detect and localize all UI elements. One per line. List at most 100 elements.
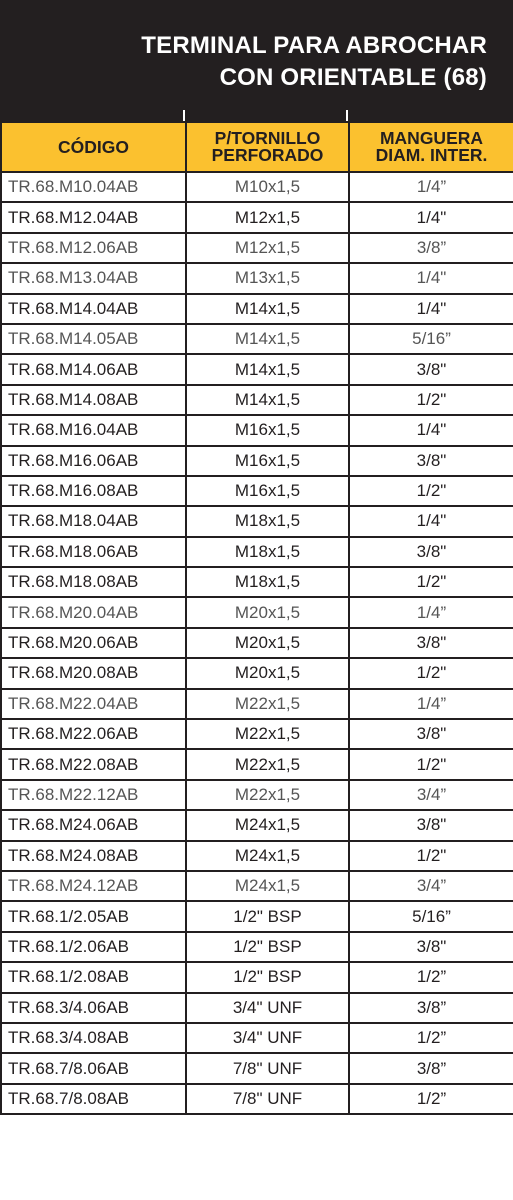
table-row: TR.68.3/4.06AB 3/4" UNF 3/8” — [0, 992, 513, 1024]
hose-diameter-cell: 3/4” — [349, 870, 513, 903]
hose-diameter-cell: 3/4” — [349, 779, 513, 812]
header-divider-band — [0, 110, 513, 121]
hose-diameter-cell: 1/2” — [349, 1022, 513, 1055]
table-body: TR.68.M10.04AB M10x1,5 1/4” TR.68.M12.04AB M… — [0, 172, 513, 1116]
table-row: TR.68.M16.06AB M16x1,5 3/8" — [0, 445, 513, 477]
column-header-code-label: CÓDIGO — [58, 136, 129, 157]
table-row: TR.68.M14.04AB M14x1,5 1/4" — [0, 293, 513, 325]
screw-size-cell: M12x1,5 — [186, 232, 350, 265]
table-row: TR.68.M16.08AB M16x1,5 1/2" — [0, 475, 513, 508]
screw-size-cell: M24x1,5 — [186, 870, 350, 903]
table-row: TR.68.M22.04AB M22x1,5 1/4” — [0, 688, 513, 721]
screw-size-cell: 3/4" UNF — [186, 1022, 350, 1055]
column-header-code: CÓDIGO — [0, 121, 187, 173]
hose-diameter-cell: 1/4” — [349, 688, 513, 721]
screw-size-cell: 7/8" UNF — [186, 1083, 350, 1116]
title-line-1: TERMINAL PARA ABROCHAR — [141, 32, 487, 59]
table-row: TR.68.1/2.08AB 1/2" BSP 1/2” — [0, 962, 513, 994]
table-row: TR.68.M12.06AB M12x1,5 3/8” — [0, 232, 513, 265]
screw-size-cell: M18x1,5 — [186, 506, 350, 538]
table-row: TR.68.M20.04AB M20x1,5 1/4” — [0, 597, 513, 629]
title-banner: TERMINAL PARA ABROCHAR CON ORIENTABLE (6… — [0, 0, 513, 110]
table-row: TR.68.M18.06AB M18x1,5 3/8" — [0, 536, 513, 569]
hose-diameter-cell: 5/16” — [349, 901, 513, 933]
hose-diameter-cell: 3/8" — [349, 931, 513, 964]
table-row: TR.68.M18.04AB M18x1,5 1/4" — [0, 506, 513, 538]
screw-size-cell: M16x1,5 — [186, 475, 350, 508]
table-row: TR.68.M12.04AB M12x1,5 1/4" — [0, 202, 513, 234]
product-code-cell: TR.68.M22.04AB — [0, 688, 187, 721]
hose-diameter-cell: 3/8" — [349, 719, 513, 751]
product-code-cell: TR.68.M22.12AB — [0, 779, 187, 812]
hose-diameter-cell: 1/4" — [349, 293, 513, 325]
product-code-cell: TR.68.M14.05AB — [0, 323, 187, 356]
product-code-cell: TR.68.M16.08AB — [0, 475, 187, 508]
column-divider-tick — [183, 110, 185, 121]
product-code-cell: TR.68.M22.08AB — [0, 749, 187, 781]
table-row: TR.68.M24.12AB M24x1,5 3/4” — [0, 870, 513, 903]
hose-diameter-cell: 3/8" — [349, 627, 513, 660]
table-row: TR.68.M20.06AB M20x1,5 3/8" — [0, 627, 513, 660]
screw-size-cell: M24x1,5 — [186, 840, 350, 872]
screw-size-cell: M14x1,5 — [186, 384, 350, 417]
table-row: TR.68.1/2.06AB 1/2" BSP 3/8" — [0, 931, 513, 964]
product-code-cell: TR.68.M18.06AB — [0, 536, 187, 569]
product-code-cell: TR.68.M20.04AB — [0, 597, 187, 629]
table-row: TR.68.M24.06AB M24x1,5 3/8" — [0, 810, 513, 842]
table-row: TR.68.M22.12AB M22x1,5 3/4” — [0, 779, 513, 812]
column-header-screw: P/TORNILLO PERFORADO — [185, 121, 350, 173]
table-row: TR.68.1/2.05AB 1/2" BSP 5/16” — [0, 901, 513, 933]
hose-diameter-cell: 1/4” — [349, 172, 513, 204]
product-code-cell: TR.68.M12.06AB — [0, 232, 187, 265]
table-row: TR.68.M20.08AB M20x1,5 1/2" — [0, 658, 513, 690]
hose-diameter-cell: 3/8" — [349, 354, 513, 386]
table-row: TR.68.M10.04AB M10x1,5 1/4” — [0, 172, 513, 204]
screw-size-cell: M18x1,5 — [186, 567, 350, 599]
column-header-screw-line2: PERFORADO — [211, 145, 324, 165]
product-code-cell: TR.68.M24.08AB — [0, 840, 187, 872]
hose-diameter-cell: 1/2" — [349, 384, 513, 417]
product-code-cell: TR.68.M22.06AB — [0, 719, 187, 751]
hose-diameter-cell: 1/2" — [349, 475, 513, 508]
product-code-cell: TR.68.M18.04AB — [0, 506, 187, 538]
hose-diameter-cell: 1/4" — [349, 202, 513, 234]
screw-size-cell: M24x1,5 — [186, 810, 350, 842]
table-row: TR.68.M16.04AB M16x1,5 1/4" — [0, 415, 513, 447]
screw-size-cell: M12x1,5 — [186, 202, 350, 234]
product-code-cell: TR.68.7/8.06AB — [0, 1053, 187, 1085]
product-code-cell: TR.68.1/2.06AB — [0, 931, 187, 964]
table-row: TR.68.M14.05AB M14x1,5 5/16” — [0, 323, 513, 356]
product-code-cell: TR.68.M18.08AB — [0, 567, 187, 599]
table-row: TR.68.M18.08AB M18x1,5 1/2" — [0, 567, 513, 599]
hose-diameter-cell: 1/2” — [349, 962, 513, 994]
product-code-cell: TR.68.M16.04AB — [0, 415, 187, 447]
product-code-cell: TR.68.7/8.08AB — [0, 1083, 187, 1116]
table-row: TR.68.M24.08AB M24x1,5 1/2" — [0, 840, 513, 872]
product-code-cell: TR.68.1/2.05AB — [0, 901, 187, 933]
product-code-cell: TR.68.3/4.06AB — [0, 992, 187, 1024]
hose-diameter-cell: 5/16” — [349, 323, 513, 356]
screw-size-cell: 1/2" BSP — [186, 962, 350, 994]
hose-diameter-cell: 3/8" — [349, 810, 513, 842]
screw-size-cell: M20x1,5 — [186, 627, 350, 660]
screw-size-cell: M16x1,5 — [186, 415, 350, 447]
screw-size-cell: M10x1,5 — [186, 172, 350, 204]
table-row: TR.68.7/8.06AB 7/8" UNF 3/8” — [0, 1053, 513, 1085]
screw-size-cell: 3/4" UNF — [186, 992, 350, 1024]
hose-diameter-cell: 1/2" — [349, 567, 513, 599]
screw-size-cell: M20x1,5 — [186, 597, 350, 629]
table-row: TR.68.3/4.08AB 3/4" UNF 1/2” — [0, 1022, 513, 1055]
hose-diameter-cell: 1/4" — [349, 415, 513, 447]
hose-diameter-cell: 3/8” — [349, 1053, 513, 1085]
screw-size-cell: M13x1,5 — [186, 263, 350, 295]
screw-size-cell: M22x1,5 — [186, 779, 350, 812]
product-code-cell: TR.68.M20.06AB — [0, 627, 187, 660]
product-code-cell: TR.68.M14.06AB — [0, 354, 187, 386]
hose-diameter-cell: 1/4” — [349, 597, 513, 629]
hose-diameter-cell: 3/8” — [349, 992, 513, 1024]
product-code-cell: TR.68.M24.12AB — [0, 870, 187, 903]
screw-size-cell: 7/8" UNF — [186, 1053, 350, 1085]
screw-size-cell: M22x1,5 — [186, 749, 350, 781]
hose-diameter-cell: 1/4" — [349, 506, 513, 538]
